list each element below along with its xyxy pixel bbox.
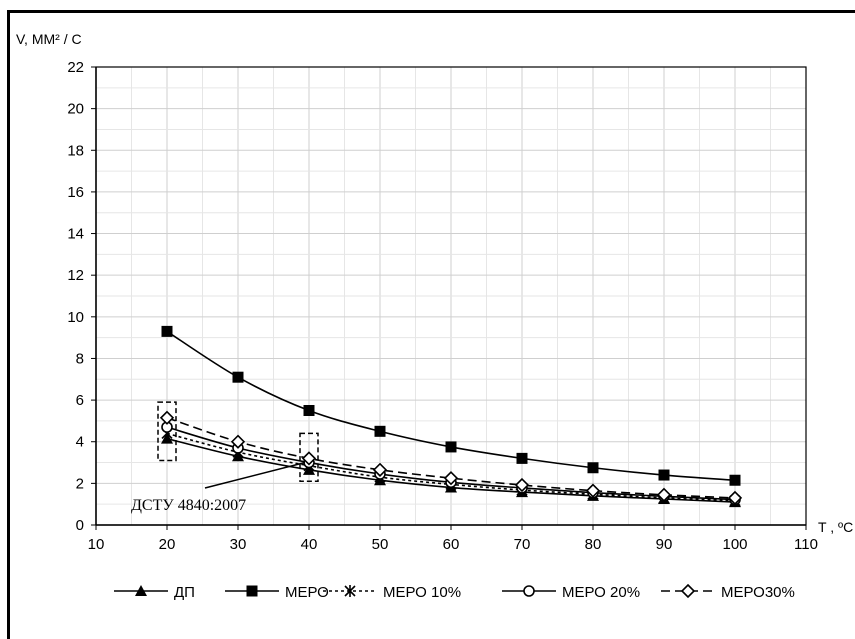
- data-point-diamond: [301, 451, 317, 466]
- data-point-square: [587, 462, 599, 474]
- x-axis-label: T , ºC: [818, 519, 853, 535]
- y-tick-label: 10: [67, 309, 84, 326]
- annotation-label: ДСТУ 4840:2007: [131, 497, 246, 514]
- data-point-square: [658, 469, 670, 481]
- y-tick-label: 12: [67, 267, 84, 284]
- x-tick-label: 100: [722, 536, 747, 553]
- grid-lines: [95, 66, 807, 526]
- y-tick-label: 14: [67, 226, 84, 243]
- data-point-diamond: [727, 490, 743, 506]
- x-tick-label: 10: [88, 536, 105, 553]
- legend-label: МЕРО 10%: [383, 584, 461, 601]
- tick-labels: 10 20 30 40 50 60 70 80 90 100 110 0 2 4 6 8 10 12 14 16 18 2…: [67, 59, 818, 553]
- data-point-diamond: [230, 434, 246, 449]
- y-tick-label: 16: [67, 184, 84, 201]
- y-tick-label: 0: [76, 517, 84, 534]
- data-point-square: [729, 474, 741, 486]
- legend-label: МЕРО30%: [721, 584, 795, 601]
- data-point-diamond: [656, 487, 672, 502]
- legend-marker-asterisk: [344, 585, 356, 597]
- data-point-square: [232, 371, 244, 383]
- y-tick-label: 18: [67, 142, 84, 159]
- annotation-arrow: [204, 461, 306, 489]
- highlight-box: [299, 432, 319, 483]
- chart-frame: [7, 10, 855, 639]
- y-tick-label: 6: [76, 392, 84, 409]
- y-axis-label: V, ММ² / С: [16, 31, 82, 47]
- x-tick-label: 30: [230, 536, 247, 553]
- x-tick-label: 90: [656, 536, 673, 553]
- legend-item: МЕРО 10%: [323, 584, 461, 601]
- x-tick-label: 110: [794, 536, 818, 553]
- legend-item: ДП: [114, 584, 195, 601]
- data-point-square: [374, 425, 386, 437]
- legend-marker-circle: [523, 585, 535, 597]
- legend-label: МЕРО 20%: [562, 584, 640, 601]
- data-point-square: [445, 441, 457, 453]
- legend-label: МЕРО: [285, 584, 329, 601]
- legend-label: ДП: [174, 584, 195, 601]
- legend-item: МЕРО30%: [661, 583, 795, 601]
- data-point-diamond: [372, 462, 388, 477]
- highlight-box: [157, 401, 177, 462]
- data-point-diamond: [159, 410, 175, 425]
- legend-marker-square: [246, 585, 258, 597]
- series-line-diamond: [166, 417, 736, 499]
- series-layer: [159, 325, 743, 508]
- data-point-square: [303, 405, 315, 416]
- x-tick-label: 80: [585, 536, 602, 553]
- x-tick-label: 70: [514, 536, 531, 553]
- data-point-diamond: [443, 471, 459, 486]
- data-point-diamond: [585, 483, 601, 498]
- legend-marker-diamond: [680, 583, 696, 599]
- data-point-square: [516, 452, 528, 464]
- legend: ДП МЕРО МЕРО 10% МЕРО 20% МЕРО30%: [114, 583, 795, 601]
- data-point-diamond: [514, 477, 530, 493]
- series-square: [161, 325, 741, 486]
- y-tick-label: 20: [67, 101, 84, 118]
- x-tick-label: 60: [443, 536, 460, 553]
- x-tick-label: 50: [372, 536, 389, 553]
- legend-marker-triangle: [135, 585, 147, 596]
- legend-item: МЕРО 20%: [502, 584, 640, 601]
- y-tick-label: 4: [76, 434, 84, 451]
- axes: [91, 66, 807, 530]
- y-tick-label: 8: [76, 350, 84, 367]
- y-tick-label: 2: [76, 475, 84, 492]
- y-tick-label: 22: [67, 59, 84, 76]
- data-point-square: [161, 325, 173, 337]
- series-diamond: [159, 410, 743, 506]
- x-tick-label: 40: [301, 536, 318, 553]
- legend-item: МЕРО: [225, 584, 329, 601]
- annotation-layer: ДСТУ 4840:2007: [131, 401, 319, 514]
- x-tick-label: 20: [159, 536, 176, 553]
